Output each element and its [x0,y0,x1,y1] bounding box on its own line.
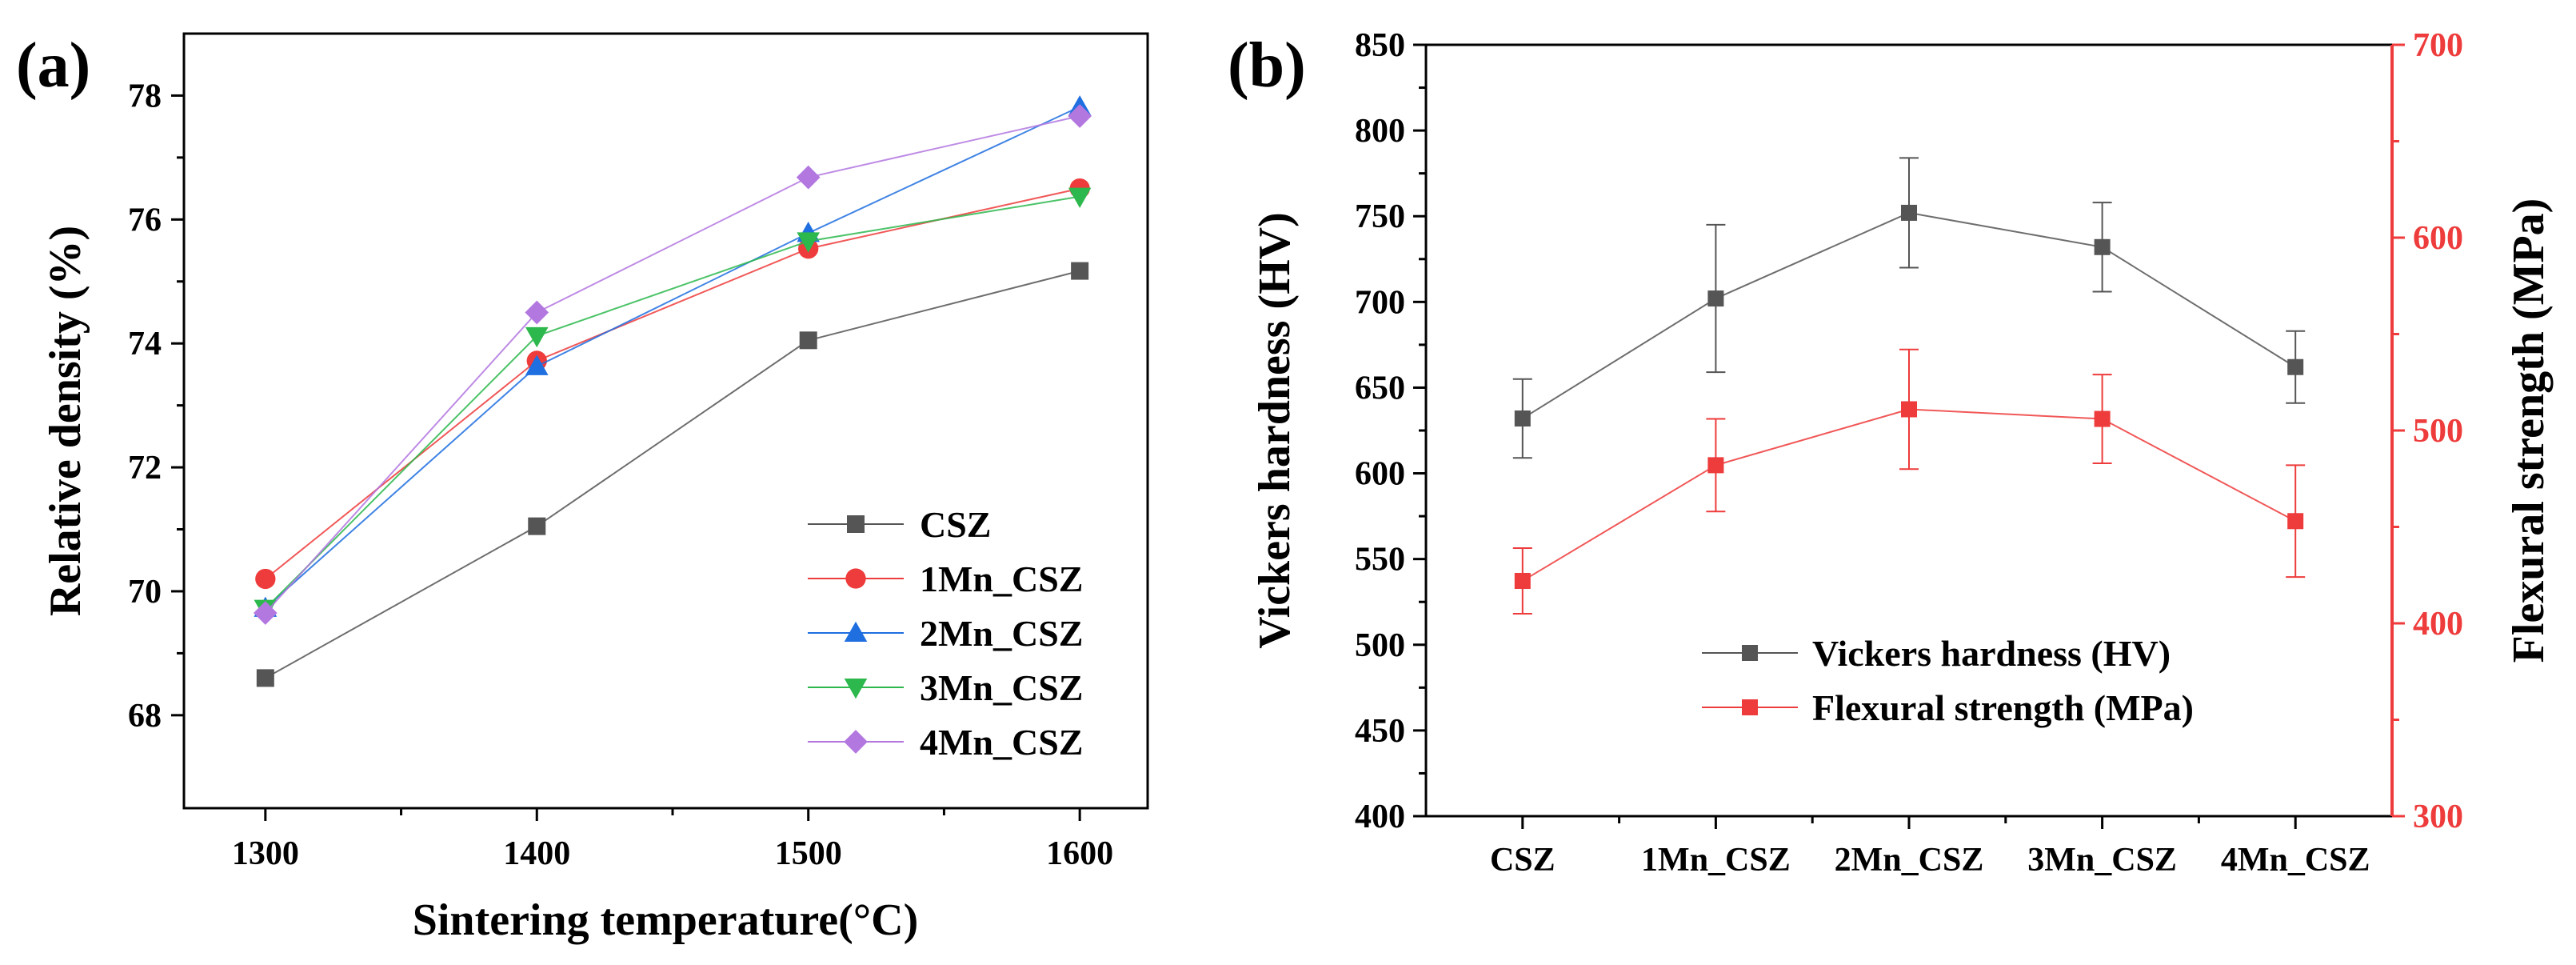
y-tick-label: 650 [1355,370,1405,406]
data-point [253,601,278,625]
y-tick-label: 850 [1355,27,1405,64]
panel-b-legend: Vickers hardness (HV) Flexural strength (… [1702,633,2194,728]
y-tick-label: 76 [128,202,162,238]
legend-entry: Vickers hardness (HV) [1812,633,2171,674]
x-tick-label: 3Mn_CSZ [2027,842,2177,879]
data-point [2287,358,2304,375]
panel-b-series [1512,157,2306,615]
series-line [265,195,1080,610]
y-tick-label: 400 [1355,799,1405,835]
data-point [1901,401,1917,418]
panel-b-left-y-axis: 400 450 500 550 600 650 700 750 800 850 [1355,27,1426,835]
data-point [525,354,549,375]
panel-b-right-y-axis: 300 400 500 600 700 [2392,27,2463,835]
y2-tick-label: 500 [2413,413,2463,450]
data-point [2094,238,2111,255]
data-point [1071,262,1089,280]
legend-marker [844,621,868,642]
panel-b-left-y-axis-label: Vickers hardness (HV) [1250,212,1300,648]
series-vickers-hardness-hv [1512,157,2306,459]
data-point [2287,513,2304,530]
legend-marker [844,679,868,699]
y-tick-label: 74 [128,326,162,362]
x-tick-label: 2Mn_CSZ [1835,842,1984,879]
legend-marker [1742,699,1758,715]
series-csz [256,262,1089,687]
panel-a-y-axis: 68 70 72 74 76 78 [128,78,184,735]
legend-entry: 3Mn_CSZ [920,667,1083,708]
y-tick-label: 78 [128,78,162,114]
data-point [1707,290,1724,307]
data-point [525,326,549,348]
y-tick-label: 750 [1355,198,1405,235]
legend-marker [844,730,868,754]
x-tick-label: 1600 [1046,835,1113,872]
y2-tick-label: 700 [2413,27,2463,64]
series-4mn-csz [253,104,1092,625]
y-tick-label: 500 [1355,627,1405,664]
series-flexural-strength-mpa [1512,348,2306,615]
panel-b-hardness-strength-chart: (b) 400 450 500 550 600 650 700 750 800 850 300 40… [1228,27,2554,879]
data-point [256,669,274,687]
series-line [265,115,1080,614]
panel-a-relative-density-chart: (a) 68 70 72 74 76 78 1300 1400 1500 1600 Sinter… [16,30,1149,945]
x-tick-label: 1400 [503,835,570,872]
y-tick-label: 600 [1355,456,1405,493]
panel-a-y-axis-label: Relative density (%) [41,226,90,616]
panel-a-x-axis-label: Sintering temperature(°C) [413,895,919,945]
data-point [528,517,546,535]
data-point [797,232,821,253]
y2-tick-label: 600 [2413,220,2463,257]
legend-entry: 2Mn_CSZ [920,613,1083,654]
panel-b-right-y-axis-label: Flexural strength (MPa) [2504,198,2554,663]
data-point [796,165,821,190]
y-tick-label: 800 [1355,113,1405,150]
series-line [265,106,1080,609]
x-tick-label: 1500 [775,835,842,872]
panel-b-x-axis: CSZ 1Mn_CSZ 2Mn_CSZ 3Mn_CSZ 4Mn_CSZ [1490,816,2370,879]
legend-marker [845,568,866,589]
data-point [1901,204,1917,221]
x-tick-label: 4Mn_CSZ [2221,842,2370,879]
legend-entry: Flexural strength (MPa) [1812,687,2194,728]
panel-a-plot-frame [182,32,1149,810]
legend-entry: 1Mn_CSZ [920,559,1083,599]
y-tick-label: 72 [128,450,162,487]
y-tick-label: 68 [128,698,162,735]
legend-entry: CSZ [920,504,991,545]
data-point [799,331,817,350]
y-tick-label: 700 [1355,284,1405,321]
y-tick-label: 550 [1355,542,1405,579]
panel-a-legend: CSZ 1Mn_CSZ 2Mn_CSZ 3Mn_CSZ 4Mn_CSZ [808,504,1083,763]
x-tick-label: 1300 [232,835,299,872]
data-point [525,300,549,325]
y-tick-label: 70 [128,574,162,611]
data-point [2094,410,2111,427]
panel-b-label: (b) [1228,30,1306,101]
legend-marker [1742,645,1758,661]
data-point [255,568,276,590]
panel-a-series [253,95,1092,687]
y2-tick-label: 300 [2413,799,2463,835]
data-point [1514,410,1531,427]
panel-a-label: (a) [16,30,90,101]
panel-a-x-axis: 1300 1400 1500 1600 [232,808,1113,872]
x-tick-label: CSZ [1490,842,1556,879]
data-point [1514,572,1531,589]
y-tick-label: 450 [1355,713,1405,750]
series-line [265,270,1080,679]
data-point [1068,104,1092,128]
x-tick-label: 1Mn_CSZ [1641,842,1791,879]
data-point [1068,187,1092,208]
y2-tick-label: 400 [2413,606,2463,643]
series-3mn-csz [254,187,1092,620]
legend-marker [847,515,865,533]
legend-entry: 4Mn_CSZ [920,722,1083,763]
data-point [1707,457,1724,474]
